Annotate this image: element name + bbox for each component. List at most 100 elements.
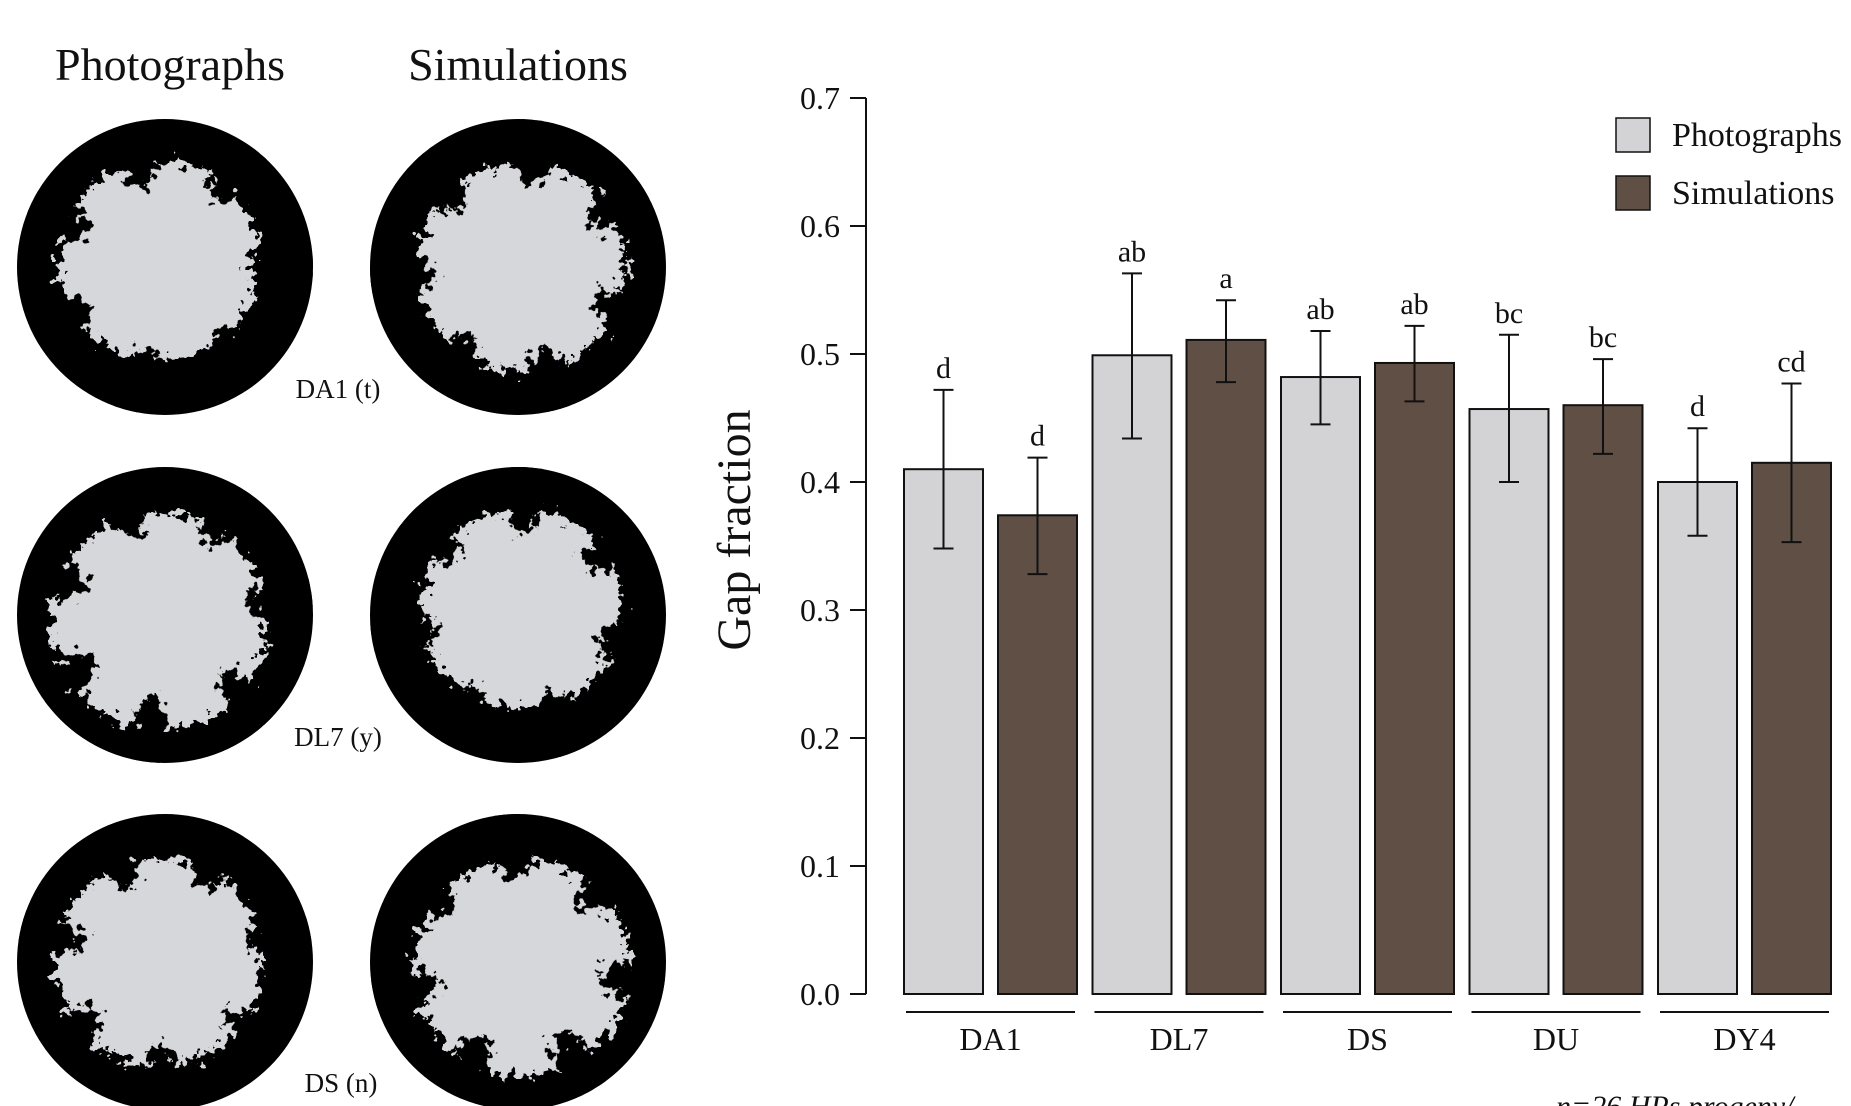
legend-label-photographs: Photographs (1672, 117, 1842, 154)
simulation-dl7-sky (422, 509, 622, 709)
simulation-dl7-sky-area (370, 467, 666, 763)
simulation-da1-fronds (370, 119, 665, 415)
photo-dl7-frond (102, 467, 146, 539)
photo-dl7-fronds (17, 467, 313, 763)
photo-ds-frond (244, 915, 313, 955)
bar-simulations-ds (1374, 361, 1455, 995)
legend-swatch-photographs (1615, 117, 1651, 153)
row-label-dl7: DL7 (y) (294, 722, 382, 752)
legend: Photographs Simulations (1615, 117, 1842, 212)
bar-chart: 0.00.10.20.30.40.50.60.7 Gap fraction dd… (708, 80, 1842, 1106)
photo-ds-frond (36, 1007, 102, 1062)
photo-da1-fronds (19, 119, 313, 415)
photo-da1-frond (19, 195, 91, 241)
simulation-dl7-frond (539, 690, 583, 763)
simulations-column-header: Simulations (408, 39, 628, 90)
photo-ds-frond (227, 1008, 292, 1064)
simulation-da1-frond (407, 148, 466, 210)
photo-ds-sky-area (17, 817, 313, 1106)
simulation-da1-sky (418, 163, 626, 371)
x-category-label: DU (1533, 1021, 1579, 1057)
photo-da1-frond (247, 249, 313, 285)
significance-letter: bc (1589, 321, 1617, 354)
simulation-ds-sky-area (370, 814, 666, 1106)
photo-ds-frond (91, 817, 138, 889)
y-axis-label: Gap fraction (708, 409, 761, 650)
simulation-dl7-frond (398, 505, 460, 564)
simulation-dl7-image (370, 467, 666, 763)
significance-letter: bc (1495, 297, 1523, 330)
significance-letter: ab (1118, 235, 1146, 268)
x-axis-groups: DA1 DL7 DS DU DY4 (906, 1011, 1829, 1057)
simulation-dl7-fronds (370, 467, 666, 763)
row-label-da1: DA1 (t) (296, 374, 381, 404)
bar-photographs-da1 (903, 468, 984, 995)
y-axis: 0.0 0.1 0.2 0.3 0.4 0.5 0.6 0.7 (800, 80, 867, 1012)
photo-dl7-frond (218, 671, 278, 732)
footnote: n=26 HPs progeny/ (1556, 1090, 1796, 1106)
simulation-ds-sky (414, 860, 630, 1076)
bar-photographs-ds (1280, 376, 1361, 996)
simulation-dl7-frond (433, 684, 483, 754)
photographs-column-header: Photographs (55, 39, 285, 90)
hemispherical-image-grid (17, 119, 666, 1106)
photo-da1-frond (208, 137, 263, 203)
significance-letter: d (1690, 390, 1705, 423)
simulation-da1-sky-area (370, 119, 665, 415)
simulation-dl7-frond (582, 517, 648, 572)
simulation-ds-frond (495, 814, 532, 881)
photo-ds-frond (194, 819, 241, 890)
photo-panel: Photographs Simulations DA1 (t) DL7 (y) … (17, 39, 666, 1106)
simulation-da1-frond (587, 180, 655, 231)
photo-da1-frond (113, 119, 154, 189)
simulation-dl7-frond (370, 615, 438, 653)
photo-da1-sky-area (19, 119, 313, 415)
simulation-dl7-frond (506, 467, 543, 534)
simulation-ds-fronds (370, 814, 666, 1106)
y-tick-label: 0.2 (800, 720, 840, 756)
bar-photographs-dy4 (1657, 481, 1738, 995)
photo-dl7-sky-area (17, 467, 313, 763)
simulation-ds-frond (389, 862, 455, 917)
x-category-label: DY4 (1713, 1021, 1775, 1057)
y-tick-label: 0.1 (800, 848, 840, 884)
simulation-da1-frond (530, 345, 572, 415)
photo-da1-frond (212, 328, 269, 392)
photo-dl7-sky (51, 513, 267, 729)
y-tick-label: 0.7 (800, 80, 840, 116)
x-category-label: DA1 (959, 1021, 1021, 1057)
bar-series: d d ab a ab ab bc bc d cd (903, 235, 1832, 996)
row-label-ds: DS (n) (305, 1068, 378, 1098)
photo-ds-frond (142, 1043, 179, 1106)
simulation-ds-frond (551, 1032, 601, 1102)
significance-letter: d (1030, 420, 1045, 453)
x-category-label: DS (1347, 1021, 1388, 1057)
y-tick-label: 0.0 (800, 976, 840, 1012)
simulation-da1-frond (422, 332, 476, 399)
bar-simulations-du (1562, 404, 1644, 995)
photo-da1-sky (59, 161, 259, 361)
simulation-da1-image (370, 119, 666, 415)
photo-ds-fronds (17, 817, 313, 1106)
photo-dl7-frond (201, 478, 252, 546)
photo-ds-image (17, 814, 313, 1106)
simulation-da1-frond (516, 119, 554, 186)
photo-ds-sky (55, 858, 263, 1066)
simulation-ds-frond (444, 1035, 491, 1106)
y-tick-label: 0.4 (800, 464, 840, 500)
legend-label-simulations: Simulations (1672, 175, 1834, 212)
photo-dl7-frond (17, 554, 88, 597)
y-tick-label: 0.5 (800, 336, 840, 372)
simulation-ds-frond (598, 963, 666, 1002)
photo-dl7-frond (246, 579, 313, 617)
bar-photographs-dl7 (1091, 354, 1173, 995)
bar-photographs-du (1468, 408, 1550, 996)
significance-letter: a (1219, 262, 1232, 295)
photo-da1-frond (23, 297, 93, 346)
legend-swatch-simulations (1615, 175, 1651, 211)
simulation-ds-frond (577, 854, 640, 912)
photo-ds-frond (17, 913, 86, 953)
bar-simulations-da1 (997, 514, 1078, 996)
simulation-ds-frond (370, 971, 439, 1011)
